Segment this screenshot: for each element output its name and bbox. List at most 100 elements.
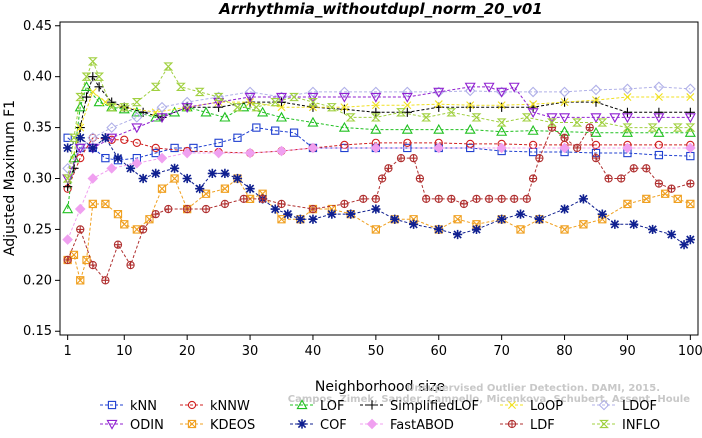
data-point-inflo (175, 82, 186, 92)
data-point-cof (220, 168, 230, 179)
series-line-lof (67, 85, 691, 210)
data-point-odin (401, 92, 413, 103)
x-tick-label: 30 (242, 344, 259, 359)
data-point-ldf (434, 194, 443, 204)
legend-marker (187, 419, 197, 429)
data-point-inflo (572, 118, 583, 127)
data-point-lof (527, 124, 539, 135)
data-point-loop (101, 98, 110, 107)
data-point-cof (88, 143, 98, 153)
data-point-odin (131, 123, 143, 134)
data-point-inflo (446, 108, 457, 117)
data-point-simplifiedlof (497, 102, 507, 112)
data-point-ldof (464, 85, 476, 97)
data-point-fastabod (213, 147, 224, 159)
chart-title: Arrhythmia_withoutdupl_norm_20_v01 (218, 0, 542, 18)
data-point-knn (101, 153, 110, 163)
data-point-inflo (69, 133, 79, 142)
data-point-ldf (201, 204, 211, 214)
data-point-inflo (396, 108, 406, 117)
x-tick-label: 80 (556, 344, 573, 359)
data-point-odin (156, 113, 168, 124)
data-point-kdeos (623, 199, 632, 209)
data-point-odin (621, 113, 633, 124)
data-point-ldf (484, 194, 494, 204)
y-tick-label: 0.25 (23, 222, 52, 237)
data-point-lof (257, 106, 269, 117)
data-point-cof (629, 219, 639, 229)
data-point-odin (684, 113, 696, 124)
data-point-simplifiedlof (107, 97, 117, 107)
data-point-ldf (277, 199, 286, 209)
data-point-inflo (270, 97, 281, 107)
series-line-cof (67, 137, 691, 246)
data-point-inflo (471, 113, 482, 122)
data-point-fastabod (307, 142, 319, 154)
data-point-lof (496, 125, 508, 136)
legend-marker (297, 419, 307, 429)
data-point-odin (609, 113, 621, 124)
data-point-inflo (622, 123, 633, 132)
data-point-knnw (151, 143, 160, 153)
data-point-kdeos (516, 225, 525, 234)
data-point-odin (181, 103, 193, 113)
data-point-inflo (496, 118, 507, 127)
data-point-fastabod (559, 142, 570, 154)
data-point-inflo (163, 62, 174, 71)
data-point-loop (340, 103, 349, 112)
data-point-knnw (466, 139, 475, 149)
data-point-loop (371, 101, 380, 110)
legend-marker (598, 399, 610, 411)
data-point-loop (686, 93, 695, 102)
data-point-ldf (359, 194, 368, 204)
legend-label: INFLO (622, 418, 660, 433)
data-point-ldf (604, 174, 613, 183)
data-point-inflo (75, 92, 86, 102)
data-point-odin (508, 82, 520, 93)
data-point-cof (434, 224, 444, 235)
data-point-fastabod (87, 173, 99, 184)
legend-label: KDEOS (210, 418, 255, 433)
data-point-kdeos (145, 215, 154, 224)
data-point-knnw (591, 140, 601, 150)
data-point-kdeos (579, 220, 588, 229)
y-tick-label: 0.15 (23, 324, 52, 339)
data-point-knn (654, 150, 664, 160)
data-point-ldf (522, 194, 531, 204)
data-point-cof (471, 224, 482, 235)
data-point-simplifiedlof (685, 107, 695, 117)
data-point-kdeos (157, 184, 167, 193)
data-point-inflo (232, 103, 243, 112)
data-point-ldof (156, 101, 168, 113)
data-point-cof (679, 240, 689, 250)
data-point-knn (63, 133, 72, 142)
data-point-cof (270, 204, 280, 214)
data-point-cof (100, 133, 110, 143)
legend-item-simplifiedlof: SimplifiedLOF (360, 399, 479, 414)
data-point-lof (80, 81, 93, 92)
data-point-inflo (370, 113, 381, 122)
data-point-ldof (622, 83, 633, 95)
data-point-cof (195, 184, 205, 194)
data-point-ldf (572, 143, 582, 153)
data-point-cof (453, 229, 463, 240)
legend-item-knn: kNN (100, 399, 157, 414)
data-point-inflo (131, 97, 142, 107)
data-point-ldf (535, 153, 544, 163)
data-point-ldf (591, 153, 601, 163)
data-point-kdeos (88, 199, 97, 209)
data-point-odin (275, 92, 288, 103)
data-point-inflo (685, 123, 696, 132)
data-point-ldof (181, 96, 193, 108)
data-point-ldof (62, 162, 74, 174)
data-point-inflo (81, 72, 92, 81)
x-tick-label: 50 (368, 344, 385, 359)
data-point-kdeos (120, 220, 129, 229)
data-point-lof (62, 203, 74, 214)
data-point-ldf (686, 179, 695, 188)
data-point-lof (464, 123, 476, 134)
data-point-simplifiedlof (339, 104, 350, 114)
data-point-ldof (106, 122, 118, 133)
data-point-cof (327, 209, 337, 219)
data-point-ldf (239, 194, 248, 204)
